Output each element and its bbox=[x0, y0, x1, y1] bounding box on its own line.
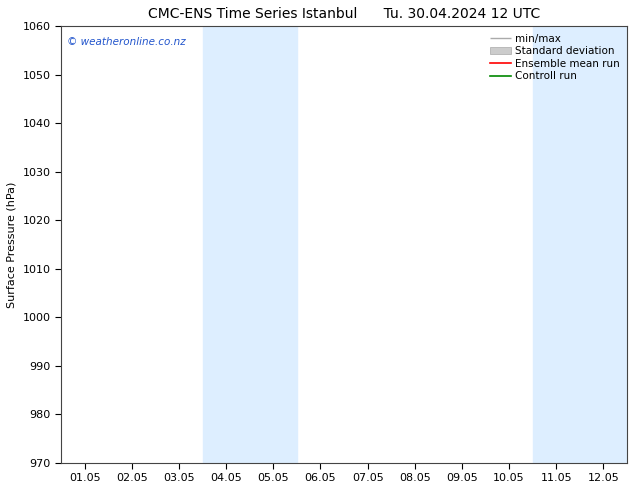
Title: CMC-ENS Time Series Istanbul      Tu. 30.04.2024 12 UTC: CMC-ENS Time Series Istanbul Tu. 30.04.2… bbox=[148, 7, 540, 21]
Y-axis label: Surface Pressure (hPa): Surface Pressure (hPa) bbox=[7, 181, 17, 308]
Bar bbox=[202, 26, 297, 463]
Bar bbox=[533, 26, 627, 463]
Legend: min/max, Standard deviation, Ensemble mean run, Controll run: min/max, Standard deviation, Ensemble me… bbox=[488, 31, 622, 83]
Text: © weatheronline.co.nz: © weatheronline.co.nz bbox=[67, 37, 186, 47]
